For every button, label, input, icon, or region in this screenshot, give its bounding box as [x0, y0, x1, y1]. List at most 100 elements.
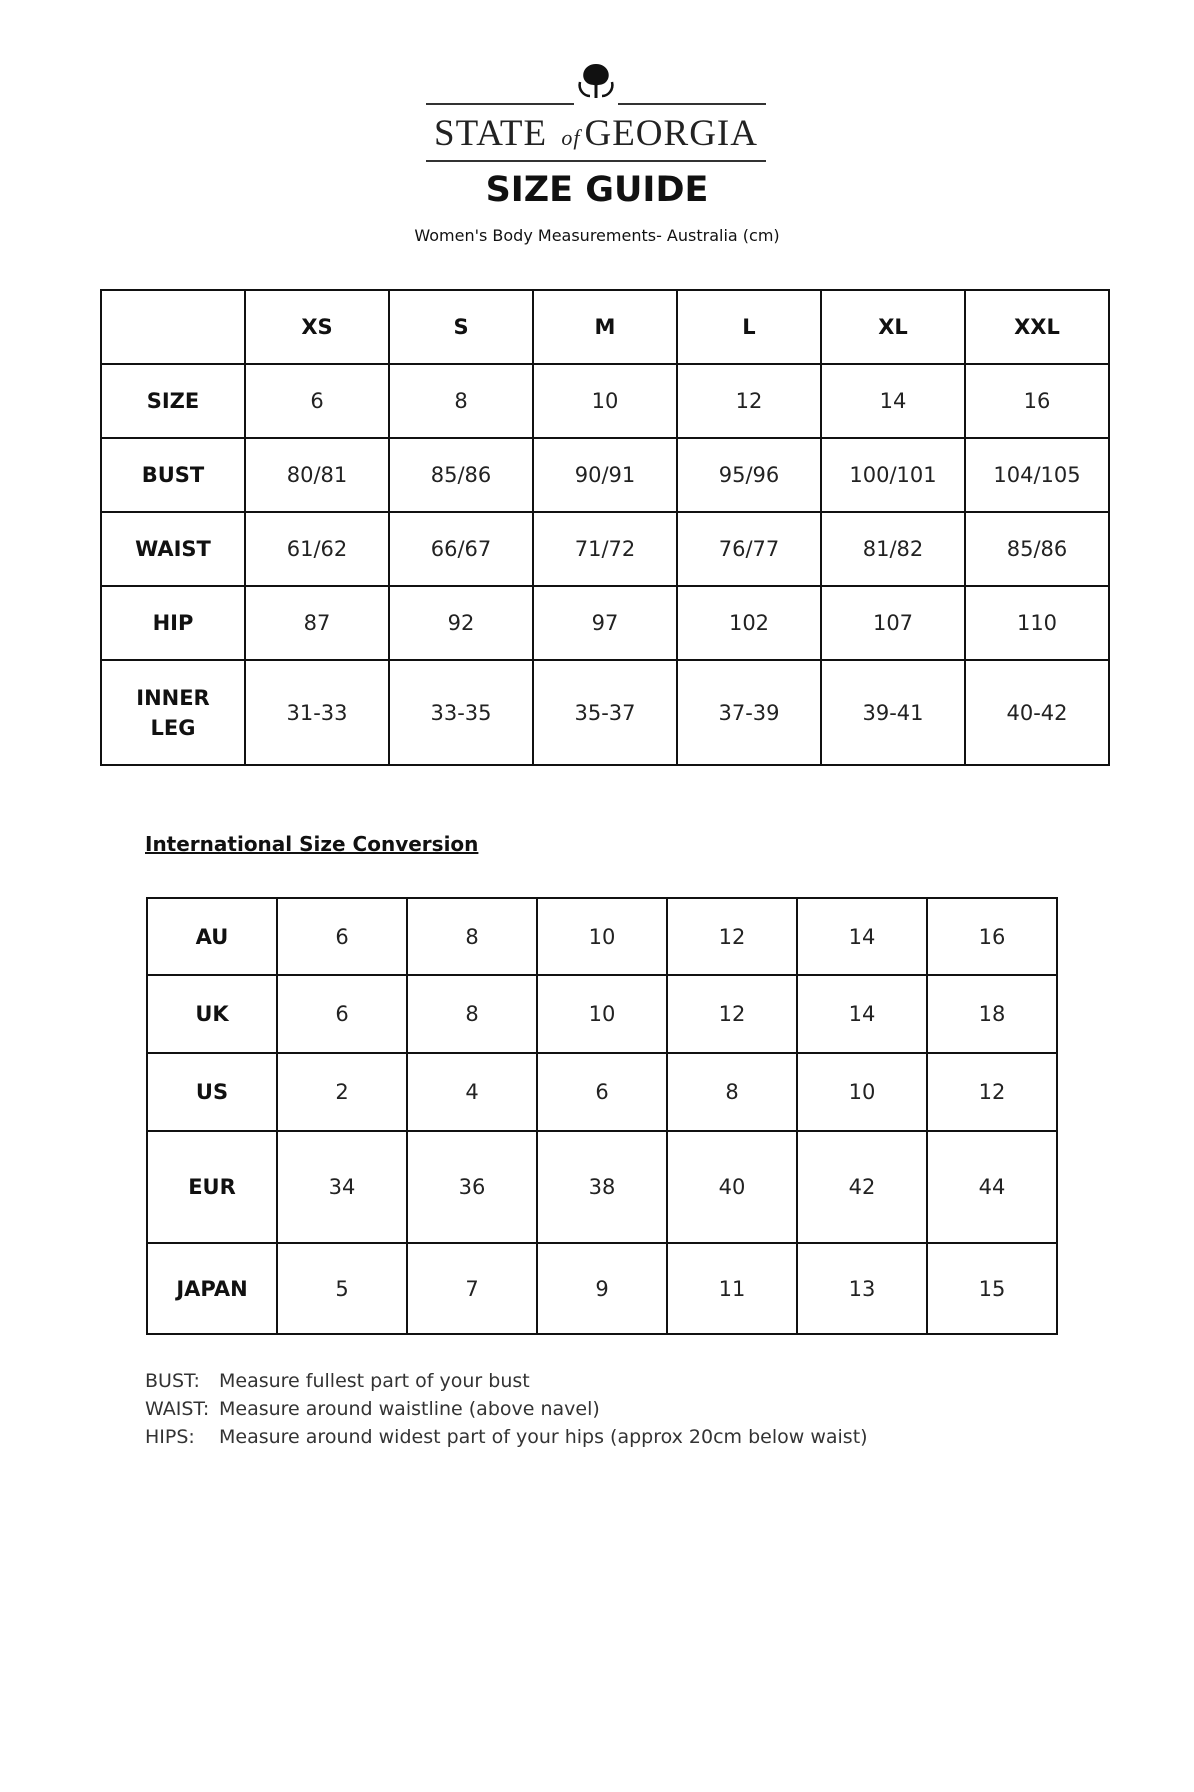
body-measurements-table: XS S M L XL XXL SIZE 6 8 10 12 14 16 BUST 80/81 8… — [100, 289, 1110, 766]
table-cell: 40 — [666, 1130, 798, 1244]
table-cell: 80/81 — [244, 437, 390, 513]
table-cell: 76/77 — [676, 511, 822, 587]
table-row: AU 6 8 10 12 14 16 — [146, 897, 1058, 976]
table-cell: 15 — [926, 1242, 1058, 1335]
table-row: UK 6 8 10 12 14 18 — [146, 974, 1058, 1054]
table-row: SIZE 6 8 10 12 14 16 — [100, 363, 1110, 439]
table-cell: 6 — [276, 974, 408, 1054]
tree-icon — [578, 64, 614, 98]
table-cell: 13 — [796, 1242, 928, 1335]
table-cell: 5 — [276, 1242, 408, 1335]
table-cell: 97 — [532, 585, 678, 661]
table-cell: 38 — [536, 1130, 668, 1244]
row-label: UK — [146, 974, 278, 1054]
table-cell: 16 — [926, 897, 1058, 976]
column-header: M — [532, 289, 678, 365]
size-conversion-table: AU 6 8 10 12 14 16 UK 6 8 10 12 14 18 US 2 4 6 8 10 12 EUR 34 3… — [146, 897, 1058, 1335]
note-label: WAIST: — [145, 1398, 210, 1420]
table-cell: 40-42 — [964, 659, 1110, 766]
table-cell: 6 — [276, 897, 408, 976]
table-cell: 12 — [676, 363, 822, 439]
column-header — [100, 289, 246, 365]
table-cell: 71/72 — [532, 511, 678, 587]
table-cell: 35-37 — [532, 659, 678, 766]
brand-name: STATE of GEORGIA — [434, 113, 758, 154]
note-hips: HIPS: Measure around widest part of your … — [145, 1426, 868, 1454]
table-header-row: XS S M L XL XXL — [100, 289, 1110, 365]
table-cell: 85/86 — [388, 437, 534, 513]
row-label: JAPAN — [146, 1242, 278, 1335]
table-cell: 100/101 — [820, 437, 966, 513]
table-cell: 34 — [276, 1130, 408, 1244]
table-cell: 33-35 — [388, 659, 534, 766]
table-cell: 81/82 — [820, 511, 966, 587]
table-cell: 4 — [406, 1052, 538, 1132]
note-label: HIPS: — [145, 1426, 195, 1448]
table-cell: 8 — [406, 897, 538, 976]
table-cell: 87 — [244, 585, 390, 661]
table-cell: 12 — [666, 974, 798, 1054]
table-cell: 7 — [406, 1242, 538, 1335]
table-row: BUST 80/81 85/86 90/91 95/96 100/101 104/105 — [100, 437, 1110, 513]
table-cell: 8 — [666, 1052, 798, 1132]
note-text: Measure around waistline (above navel) — [219, 1398, 600, 1420]
table-cell: 42 — [796, 1130, 928, 1244]
row-label: EUR — [146, 1130, 278, 1244]
row-label: HIP — [100, 585, 246, 661]
table-cell: 39-41 — [820, 659, 966, 766]
column-header: S — [388, 289, 534, 365]
row-label: INNER LEG — [100, 659, 246, 766]
column-header: L — [676, 289, 822, 365]
table-cell: 11 — [666, 1242, 798, 1335]
table-cell: 14 — [820, 363, 966, 439]
note-text: Measure fullest part of your bust — [219, 1370, 530, 1392]
table-cell: 104/105 — [964, 437, 1110, 513]
note-label: BUST: — [145, 1370, 200, 1392]
table-cell: 14 — [796, 897, 928, 976]
table-cell: 36 — [406, 1130, 538, 1244]
table-cell: 2 — [276, 1052, 408, 1132]
table-cell: 8 — [388, 363, 534, 439]
table-cell: 12 — [926, 1052, 1058, 1132]
logo-divider-top — [426, 103, 574, 105]
column-header: XXL — [964, 289, 1110, 365]
row-label: US — [146, 1052, 278, 1132]
table-cell: 6 — [536, 1052, 668, 1132]
table-cell: 61/62 — [244, 511, 390, 587]
table-cell: 10 — [536, 897, 668, 976]
brand-logo: STATE of GEORGIA — [426, 62, 766, 162]
row-label: WAIST — [100, 511, 246, 587]
table-row: HIP 87 92 97 102 107 110 — [100, 585, 1110, 661]
table-row: EUR 34 36 38 40 42 44 — [146, 1130, 1058, 1244]
table-row: US 2 4 6 8 10 12 — [146, 1052, 1058, 1132]
table-cell: 8 — [406, 974, 538, 1054]
table-cell: 102 — [676, 585, 822, 661]
page-title: SIZE GUIDE — [485, 170, 709, 210]
measurement-notes: BUST: Measure fullest part of your bust W… — [145, 1370, 868, 1454]
table-cell: 12 — [666, 897, 798, 976]
conversion-heading: International Size Conversion — [145, 832, 479, 856]
table-cell: 10 — [796, 1052, 928, 1132]
column-header: XL — [820, 289, 966, 365]
column-header: XS — [244, 289, 390, 365]
logo-divider-bottom — [426, 160, 766, 162]
table-cell: 95/96 — [676, 437, 822, 513]
row-label: BUST — [100, 437, 246, 513]
table-row: JAPAN 5 7 9 11 13 15 — [146, 1242, 1058, 1335]
table-cell: 31-33 — [244, 659, 390, 766]
table-cell: 85/86 — [964, 511, 1110, 587]
note-waist: WAIST: Measure around waistline (above na… — [145, 1398, 868, 1426]
table-cell: 10 — [536, 974, 668, 1054]
table-cell: 16 — [964, 363, 1110, 439]
note-text: Measure around widest part of your hips … — [219, 1426, 868, 1448]
table-cell: 18 — [926, 974, 1058, 1054]
table-cell: 14 — [796, 974, 928, 1054]
table-cell: 107 — [820, 585, 966, 661]
table-cell: 9 — [536, 1242, 668, 1335]
row-label: SIZE — [100, 363, 246, 439]
table-cell: 6 — [244, 363, 390, 439]
table-cell: 44 — [926, 1130, 1058, 1244]
row-label: AU — [146, 897, 278, 976]
table-row: INNER LEG 31-33 33-35 35-37 37-39 39-41 40-42 — [100, 659, 1110, 766]
note-bust: BUST: Measure fullest part of your bust — [145, 1370, 868, 1398]
